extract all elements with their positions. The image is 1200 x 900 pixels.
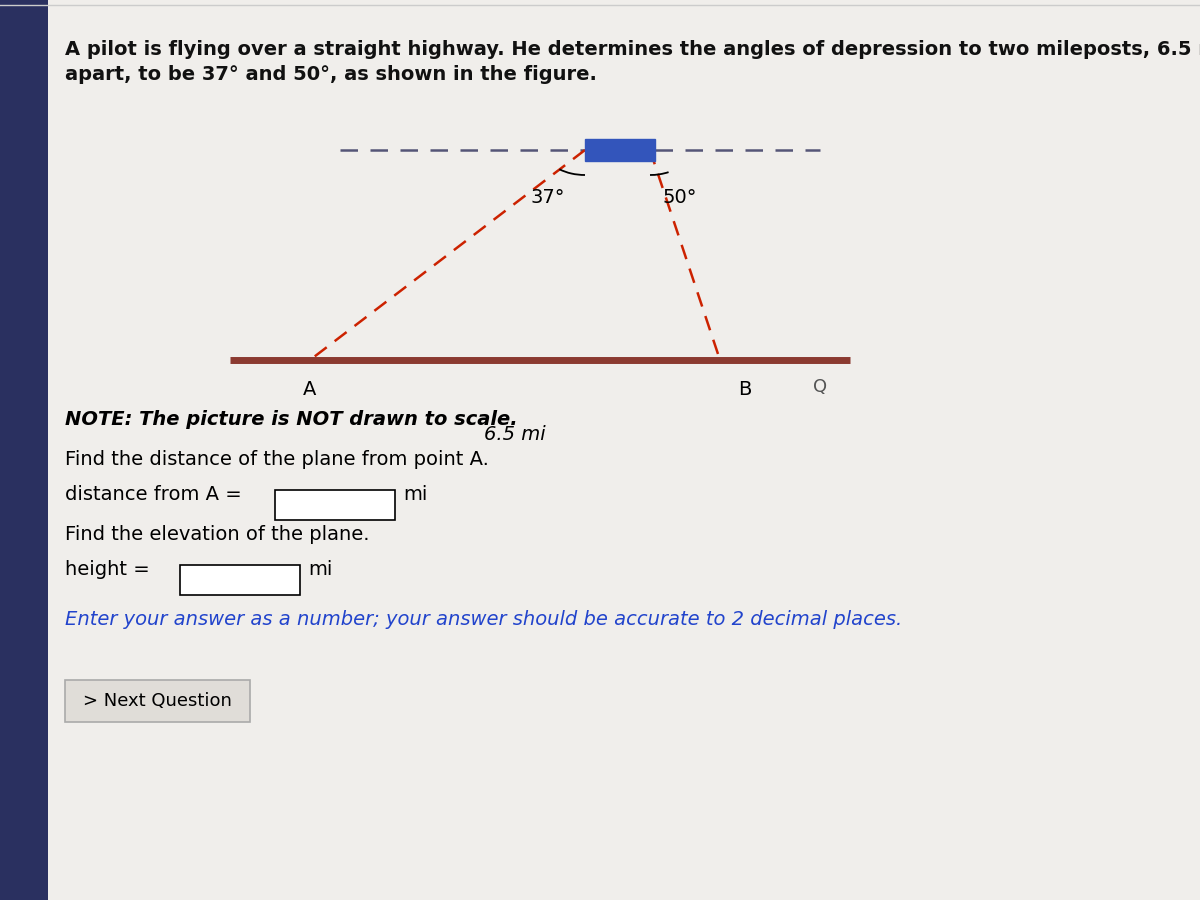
Bar xyxy=(180,565,300,595)
Text: distance from A =: distance from A = xyxy=(65,485,241,504)
Text: > Next Question: > Next Question xyxy=(83,692,232,710)
Text: height =: height = xyxy=(65,560,150,579)
Text: A: A xyxy=(304,380,317,399)
Text: Find the distance of the plane from point A.: Find the distance of the plane from poin… xyxy=(65,450,488,469)
Bar xyxy=(275,490,395,520)
Text: Enter your answer as a number; your answer should be accurate to 2 decimal place: Enter your answer as a number; your answ… xyxy=(65,610,902,629)
Text: Q: Q xyxy=(812,378,827,396)
Text: NOTE: The picture is NOT drawn to scale.: NOTE: The picture is NOT drawn to scale. xyxy=(65,410,517,429)
Text: 50°: 50° xyxy=(662,188,696,207)
Bar xyxy=(65,680,250,722)
Text: mi: mi xyxy=(308,560,332,579)
Text: A pilot is flying over a straight highway. He determines the angles of depressio: A pilot is flying over a straight highwa… xyxy=(65,40,1200,59)
Bar xyxy=(586,139,655,161)
Bar xyxy=(0,0,48,900)
Text: 37°: 37° xyxy=(530,188,564,207)
Text: Find the elevation of the plane.: Find the elevation of the plane. xyxy=(65,525,370,544)
Text: mi: mi xyxy=(403,485,427,504)
Text: apart, to be 37° and 50°, as shown in the figure.: apart, to be 37° and 50°, as shown in th… xyxy=(65,65,596,84)
Text: 6.5 mi: 6.5 mi xyxy=(484,425,546,444)
Text: B: B xyxy=(738,380,751,399)
